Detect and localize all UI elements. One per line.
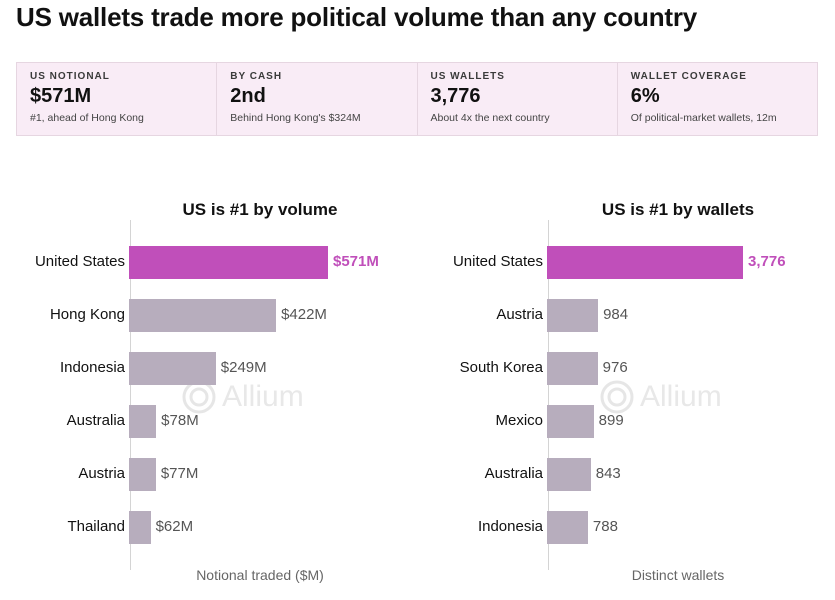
watermark: Allium <box>182 380 304 414</box>
bar <box>547 405 594 438</box>
kpi-value: 6% <box>630 85 660 107</box>
category-label: Indonesia <box>59 359 125 376</box>
x-axis-label: Distinct wallets <box>631 567 725 583</box>
value-label: 984 <box>603 306 629 323</box>
category-label: Australia <box>66 412 125 429</box>
value-label: $571M <box>333 253 379 270</box>
category-label: Indonesia <box>477 518 543 535</box>
kpi-us-wallets: US WALLETS 3,776 About 4x the next count… <box>418 63 618 135</box>
volume-bar-chart: US is #1 by volume Allium United States $57… <box>0 190 410 595</box>
bar-highlight <box>547 246 743 279</box>
category-label: Austria <box>78 465 125 482</box>
bar-highlight <box>129 246 328 279</box>
y-axis-line <box>130 220 131 570</box>
kpi-wallet-coverage: WALLET COVERAGE 6% Of political-market w… <box>618 63 817 135</box>
kpi-value: 2nd <box>230 85 266 107</box>
bar <box>547 511 588 544</box>
value-label: 899 <box>598 412 624 429</box>
allium-logo-icon <box>600 380 634 414</box>
category-label: United States <box>34 253 125 270</box>
y-axis-line <box>548 220 549 570</box>
watermark-text: Allium <box>640 380 722 413</box>
chart-title: US is #1 by volume <box>182 200 338 219</box>
category-label: Australia <box>484 465 543 482</box>
category-label: Mexico <box>495 412 543 429</box>
kpi-subtext: Behind Hong Kong's $324M <box>230 112 361 124</box>
kpi-label: WALLET COVERAGE <box>630 71 747 82</box>
kpi-subtext: About 4x the next country <box>430 112 550 124</box>
bar <box>129 352 216 385</box>
bar <box>547 299 599 332</box>
category-label: Hong Kong <box>49 306 125 323</box>
value-label: 976 <box>602 359 628 376</box>
bar <box>129 405 157 438</box>
kpi-subtext: #1, ahead of Hong Kong <box>30 112 144 124</box>
value-label: 788 <box>592 518 618 535</box>
bar <box>129 511 151 544</box>
kpi-label: US NOTIONAL <box>30 71 110 82</box>
value-label: $77M <box>160 465 199 482</box>
kpi-label: BY CASH <box>230 71 283 82</box>
kpi-value: $571M <box>30 85 92 107</box>
kpi-us-notional: US NOTIONAL $571M #1, ahead of Hong Kong <box>17 63 218 135</box>
category-label: Austria <box>496 306 543 323</box>
value-label: $422M <box>281 306 327 323</box>
chart-title: US is #1 by wallets <box>601 200 755 219</box>
bar <box>129 299 277 332</box>
page-title: US wallets trade more political volume t… <box>16 2 698 32</box>
value-label: $78M <box>161 412 199 429</box>
kpi-by-cash: BY CASH 2nd Behind Hong Kong's $324M <box>217 63 418 135</box>
bar <box>547 352 598 385</box>
bar <box>129 458 156 491</box>
allium-logo-icon <box>182 380 216 414</box>
value-label: 843 <box>595 465 621 482</box>
value-label: $62M <box>155 518 194 535</box>
kpi-subtext: Of political-market wallets, 12m <box>630 112 777 124</box>
category-label: Thailand <box>67 518 125 535</box>
kpi-value: 3,776 <box>430 85 481 107</box>
value-label: 3,776 <box>748 253 786 270</box>
kpi-strip: US NOTIONAL $571M #1, ahead of Hong Kong… <box>16 62 818 136</box>
value-label: $249M <box>220 359 267 376</box>
kpi-label: US WALLETS <box>430 71 505 82</box>
bar <box>547 458 591 491</box>
x-axis-label: Notional traded ($M) <box>196 567 324 583</box>
wallets-bar-chart: US is #1 by wallets Allium United States 3,… <box>420 190 830 595</box>
watermark-text: Allium <box>222 380 304 413</box>
category-label: United States <box>452 253 543 270</box>
category-label: South Korea <box>459 359 543 376</box>
watermark: Allium <box>600 380 722 414</box>
